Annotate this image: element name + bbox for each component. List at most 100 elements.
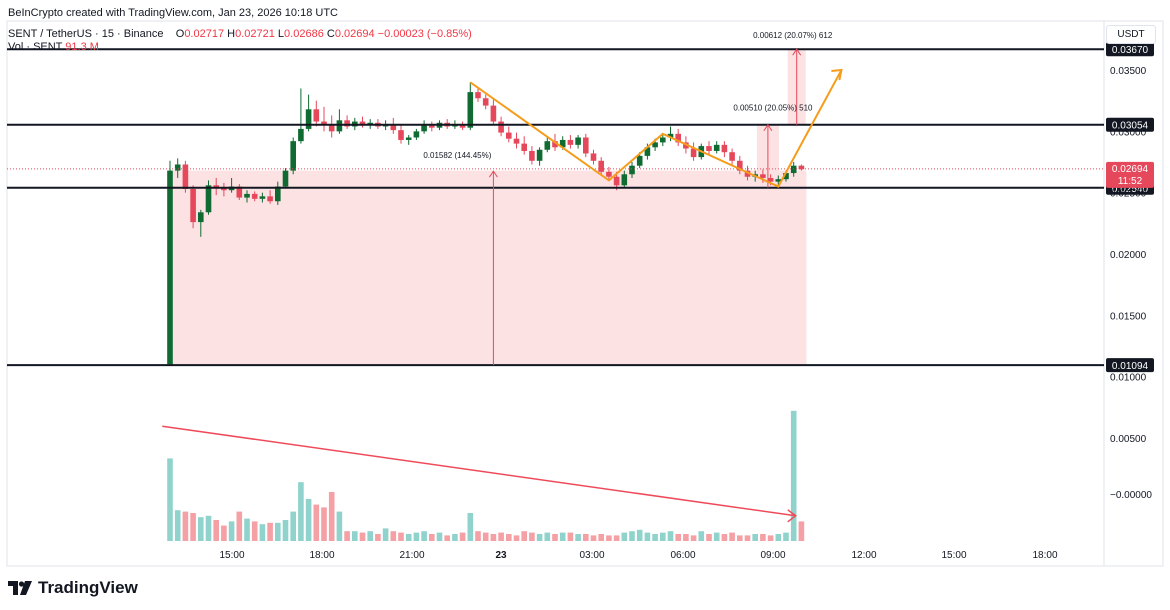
candle: [328, 125, 335, 132]
x-tick-label: 12:00: [851, 550, 876, 561]
volume-bar: [482, 532, 489, 541]
volume-bar: [221, 525, 227, 541]
volume-bar: [567, 532, 574, 541]
open-value: 0.02717: [184, 28, 225, 40]
candle: [636, 155, 643, 166]
volume-bar: [475, 531, 481, 541]
low-value: 0.02686: [284, 28, 324, 40]
volume-bar: [275, 522, 281, 541]
close-value: 0.02694: [334, 28, 375, 40]
volume-bar: [344, 531, 350, 541]
candle: [629, 165, 635, 175]
volume-bar: [775, 534, 782, 541]
volume-bar: [667, 531, 674, 541]
volume-bar: [752, 534, 758, 541]
candle: [536, 149, 543, 161]
candle: [690, 148, 697, 158]
candle: [575, 137, 581, 145]
volume-bar: [636, 529, 643, 541]
volume-bar: [552, 534, 558, 541]
candle: [244, 193, 250, 198]
volume-bar: [336, 511, 343, 541]
volume-bar: [652, 534, 658, 541]
open-label: O: [175, 28, 185, 40]
volume-bar: [690, 535, 697, 541]
volume-bar: [213, 520, 219, 541]
candle: [583, 137, 589, 154]
volume-bar: [521, 531, 527, 541]
tradingview-logo-icon: [8, 581, 32, 595]
volume-bar: [590, 535, 597, 541]
pattern-line: [469, 69, 843, 188]
volume-bar: [629, 531, 635, 541]
volume-bar: [421, 531, 427, 541]
volume-tick-label: −0.00000: [1110, 490, 1152, 501]
volume-bar: [490, 534, 497, 541]
candle: [251, 193, 258, 199]
candle: [713, 144, 720, 151]
volume-bar: [452, 534, 458, 541]
candle: [413, 131, 420, 138]
candle: [298, 128, 304, 142]
volume-bar: [352, 531, 358, 541]
candle: [490, 105, 497, 122]
candle: [552, 141, 558, 148]
price-chart[interactable]: 0.036700.030540.025400.010940.0269411:52…: [0, 0, 1170, 568]
candle: [644, 147, 651, 156]
candle: [182, 164, 189, 189]
countdown-label: 11:52: [1118, 176, 1143, 187]
candle: [598, 160, 604, 172]
x-tick-label: 15:00: [219, 550, 244, 561]
volume-bar: [244, 518, 250, 541]
level-label: 0.02540: [1112, 184, 1149, 195]
tradingview-branding: TradingView: [8, 577, 138, 599]
candle: [405, 137, 412, 140]
volume-bar: [413, 532, 420, 541]
currency-button[interactable]: USDT: [1106, 25, 1156, 44]
candle: [559, 139, 566, 148]
y-tick-label: 0.03000: [1110, 127, 1147, 138]
volume-bar: [228, 521, 235, 541]
candle: [221, 187, 227, 191]
candle: [667, 133, 674, 138]
volume-trend-arrow: [787, 509, 797, 523]
candle: [344, 120, 350, 127]
candle: [282, 170, 289, 187]
volume-bar: [444, 535, 450, 541]
candle: [613, 176, 620, 186]
volume-bar: [767, 535, 774, 541]
volume-bar: [313, 504, 320, 541]
volume-bar: [513, 535, 520, 541]
candle: [706, 146, 712, 151]
volume-bar: [182, 511, 189, 541]
candle: [290, 141, 296, 171]
change-value: −0.00023 (−0.85%): [377, 28, 472, 40]
level-label: 0.01094: [1112, 361, 1149, 372]
volume-bar: [675, 534, 681, 541]
volume-bar: [382, 528, 389, 541]
volume-label[interactable]: Vol · SENT: [8, 41, 63, 53]
candle: [467, 92, 474, 128]
candle: [675, 133, 681, 143]
volume-bar: [575, 534, 581, 541]
volume-bar: [390, 531, 397, 541]
volume-bar: [498, 532, 504, 541]
measure-label: 0.00612 (20.07%) 612: [753, 31, 833, 40]
candle: [590, 153, 597, 161]
tradingview-wordmark: TradingView: [38, 578, 138, 597]
candle: [529, 150, 535, 161]
candle: [459, 124, 466, 128]
symbol-label[interactable]: SENT / TetherUS · 15 · Binance: [8, 28, 164, 40]
volume-bar: [305, 499, 312, 541]
volume-legend: Vol · SENT 91.3 M: [8, 41, 99, 53]
last-price-tag: [1106, 161, 1154, 188]
candle: [760, 174, 766, 178]
ohlc-legend: SENT / TetherUS · 15 · Binance O0.02717 …: [8, 28, 472, 40]
level-tag: [1106, 358, 1154, 373]
volume-bar: [259, 524, 266, 541]
candle: [498, 121, 504, 133]
volume-trend-line: [162, 425, 796, 517]
volume-value: 91.3 M: [65, 41, 99, 53]
candle: [521, 143, 527, 151]
low-label: L: [277, 28, 285, 40]
